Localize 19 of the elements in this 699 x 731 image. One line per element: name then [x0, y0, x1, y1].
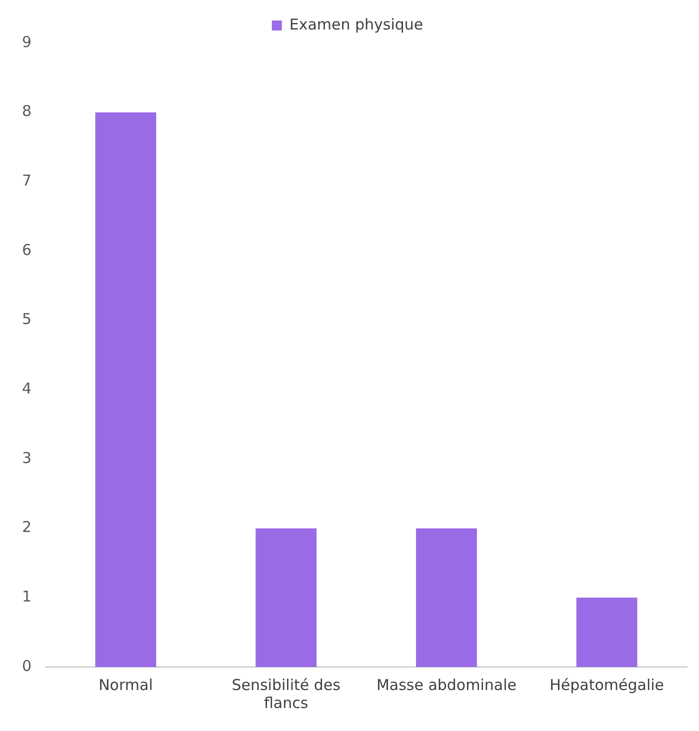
y-tick-label: 4 [22, 380, 32, 398]
bar [256, 528, 317, 667]
x-tick-label: Sensibilité des flancs [232, 676, 341, 712]
x-tick-label: Hépatomégalie [550, 676, 664, 694]
bar [95, 112, 156, 667]
x-tick-label: Normal [98, 676, 153, 694]
y-tick-label: 9 [22, 32, 32, 51]
y-tick-label: 1 [22, 588, 32, 606]
bar [416, 528, 477, 667]
y-tick-label: 3 [22, 448, 32, 467]
y-tick-label: 0 [22, 656, 32, 675]
y-tick-label: 5 [22, 310, 32, 328]
legend-label: Examen physique [289, 15, 424, 34]
y-tick-label: 8 [22, 102, 32, 120]
bar [576, 598, 638, 667]
y-tick-label: 7 [22, 172, 32, 190]
y-tick-label: 6 [22, 240, 32, 259]
y-tick-label: 2 [22, 518, 32, 536]
x-tick-label: Masse abdominale [376, 676, 516, 694]
